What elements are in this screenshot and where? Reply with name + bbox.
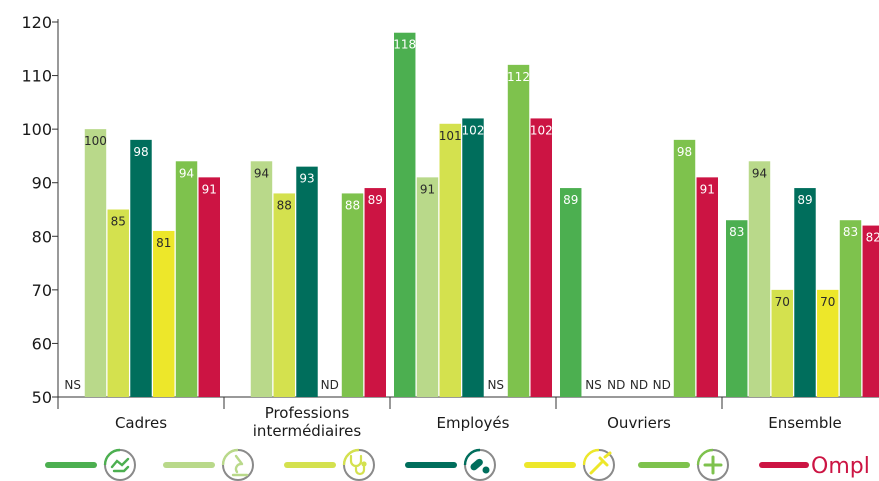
bar: [748, 161, 771, 397]
bar: [175, 161, 198, 397]
x-category-label-line: intermédiaires: [253, 422, 362, 440]
bars: [84, 32, 879, 398]
bar-value-label: 70: [820, 295, 835, 309]
y-tick-label: 90: [32, 174, 52, 193]
bar: [439, 123, 461, 398]
bar: [296, 166, 318, 397]
bar: [726, 220, 748, 397]
y-tick-label: 50: [32, 388, 52, 407]
microscope-icon: [221, 448, 254, 481]
y-tick-label: 120: [21, 13, 52, 32]
bar: [560, 188, 582, 397]
bar-value-label: 91: [420, 182, 435, 196]
y-tick-label: 100: [21, 120, 52, 139]
bar: [341, 193, 364, 397]
bar-value-label: 89: [797, 193, 812, 207]
bar: [862, 225, 879, 397]
bar: [364, 188, 386, 397]
legend: Ompl: [45, 448, 870, 481]
bar-value-label: 94: [179, 166, 194, 180]
bar-value-label: 100: [84, 134, 107, 148]
bar: [153, 230, 175, 397]
bar: [507, 64, 530, 397]
bar-value-label: 89: [563, 193, 578, 207]
plus-icon: [696, 448, 729, 481]
syringe-icon: [582, 448, 615, 481]
bar-value-label: 98: [133, 145, 148, 159]
bar: [530, 118, 552, 397]
bar: [462, 118, 484, 397]
bar-status-label: ND: [653, 378, 671, 392]
bar: [198, 177, 220, 397]
bar-status-label: ND: [321, 378, 339, 392]
bar-value-label: 118: [393, 38, 416, 52]
y-tick-label: 80: [32, 227, 52, 246]
bar-value-label: 70: [775, 295, 790, 309]
bar-value-label: 112: [507, 70, 530, 84]
bar-value-label: 94: [752, 166, 767, 180]
y-tick-label: 110: [21, 67, 52, 86]
bar-value-label: 102: [462, 123, 485, 137]
bar-status-label: NS: [64, 378, 81, 392]
x-category-label: Employés: [437, 414, 510, 432]
bar: [107, 209, 129, 397]
x-category-label: Ouvriers: [607, 414, 671, 432]
ompl-logo: Ompl: [811, 454, 870, 479]
bar-status-label: ND: [607, 378, 625, 392]
bar-value-label: 83: [843, 225, 858, 239]
bar: [673, 139, 696, 397]
bar-value-label: 89: [368, 193, 383, 207]
bar-value-label: 91: [700, 182, 715, 196]
bar: [273, 193, 295, 397]
y-tick-label: 70: [32, 281, 52, 300]
bar: [250, 161, 273, 397]
bar-value-label: 88: [345, 198, 360, 212]
bar-value-label: 98: [677, 145, 692, 159]
bar-value-label: 82: [866, 231, 879, 245]
x-category-label: Professions intermédiaires: [253, 404, 362, 440]
bar: [130, 139, 152, 397]
bar-value-label: 93: [299, 172, 314, 186]
bar-status-label: NS: [487, 378, 504, 392]
pills-icon: [463, 448, 496, 481]
bar-value-label: 81: [156, 236, 171, 250]
bar: [696, 177, 718, 397]
x-category-label-line: Professions: [265, 404, 350, 422]
y-tick-label: 60: [32, 334, 52, 353]
bar-value-label: 101: [439, 129, 462, 143]
bar: [394, 32, 416, 397]
bar-value-label: 88: [277, 198, 292, 212]
x-category-label: Ensemble: [768, 414, 842, 432]
bar-value-label: 83: [729, 225, 744, 239]
stethoscope-icon: [342, 448, 375, 481]
bar: [839, 220, 862, 397]
bar-status-label: ND: [630, 378, 648, 392]
bar-value-label: 102: [530, 123, 553, 137]
bar: [794, 188, 816, 397]
bar-status-label: NS: [585, 378, 602, 392]
handshake-icon: [103, 448, 136, 481]
bar: [771, 289, 793, 397]
bar: [817, 289, 839, 397]
bar-value-label: 85: [111, 215, 126, 229]
bar: [84, 129, 107, 397]
bar-value-label: 91: [202, 182, 217, 196]
x-category-label: Cadres: [115, 414, 167, 432]
bar-value-label: 94: [254, 166, 269, 180]
bar: [416, 177, 439, 397]
